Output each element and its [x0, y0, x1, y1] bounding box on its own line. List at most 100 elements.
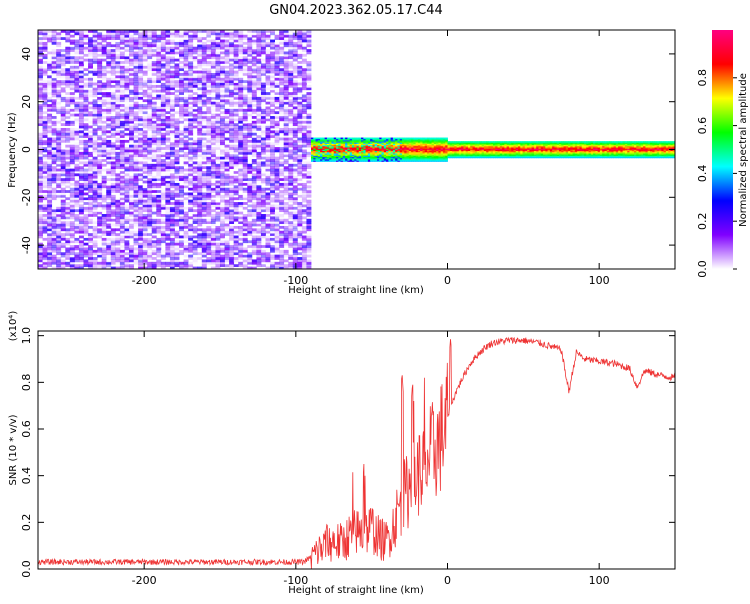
heatmap-cell — [165, 144, 171, 148]
heatmap-cell — [51, 56, 57, 60]
heatmap-cell — [270, 266, 275, 269]
heatmap-cell — [317, 153, 321, 155]
heatmap-cell — [160, 233, 166, 236]
heatmap-cell — [56, 211, 62, 215]
heatmap-cell — [247, 197, 253, 201]
heatmap-cell — [42, 185, 48, 189]
heatmap-cell — [238, 30, 244, 33]
heatmap-cell — [69, 80, 75, 83]
heatmap-cell — [265, 49, 271, 52]
heatmap-cell — [83, 197, 89, 201]
heatmap-cell — [78, 206, 84, 210]
heatmap-cell — [119, 51, 125, 55]
heatmap-cell — [129, 125, 134, 129]
heatmap-cell — [129, 202, 134, 205]
heatmap-cell — [265, 41, 271, 45]
heatmap-cell — [179, 221, 184, 224]
heatmap-cell — [247, 44, 253, 48]
heatmap-cell — [206, 111, 212, 115]
heatmap-cell — [210, 166, 216, 170]
heatmap-cell — [69, 264, 75, 268]
heatmap-cell — [42, 225, 48, 229]
heatmap-cell — [56, 56, 62, 60]
heatmap-cell — [169, 175, 175, 179]
heatmap-cell — [156, 58, 162, 62]
heatmap-cell — [42, 257, 48, 260]
heatmap-cell — [274, 166, 280, 170]
heatmap-cell — [83, 37, 89, 40]
heatmap-cell — [192, 101, 198, 105]
heatmap-cell — [233, 101, 239, 105]
heatmap-cell — [206, 39, 212, 43]
heatmap-cell — [279, 214, 285, 217]
heatmap-cell — [101, 264, 107, 268]
heatmap-cell — [301, 49, 307, 52]
heatmap-cell — [210, 118, 216, 122]
heatmap-cell — [179, 77, 184, 81]
heatmap-cell — [124, 56, 130, 60]
heatmap-cell — [151, 221, 157, 224]
heatmap-cell — [165, 182, 171, 186]
heatmap-cell — [174, 187, 180, 191]
heatmap-cell — [60, 225, 66, 229]
heatmap-cell — [201, 252, 207, 256]
heatmap-cell — [97, 163, 103, 167]
heatmap-cell — [115, 175, 121, 179]
heatmap-cell — [160, 182, 166, 186]
heatmap-cell — [169, 168, 175, 172]
heatmap-cell — [279, 99, 285, 103]
heatmap-cell — [265, 254, 271, 258]
heatmap-cell — [142, 56, 148, 60]
heatmap-cell — [110, 84, 116, 88]
heatmap-cell — [101, 68, 107, 72]
heatmap-cell — [151, 235, 157, 239]
heatmap-cell — [179, 216, 184, 220]
heatmap-cell — [119, 204, 125, 208]
heatmap-cell — [38, 233, 43, 236]
heatmap-cell — [229, 161, 235, 165]
heatmap-cell — [115, 89, 121, 93]
heatmap-cell — [74, 32, 80, 36]
heatmap-cell — [160, 166, 166, 170]
heatmap-cell — [156, 240, 162, 244]
heatmap-cell — [279, 209, 285, 213]
heatmap-cell — [179, 63, 184, 67]
heatmap-cell — [142, 161, 148, 165]
heatmap-cell — [124, 32, 130, 36]
heatmap-cell — [88, 168, 93, 172]
heatmap-cell — [60, 178, 66, 181]
heatmap-cell — [270, 230, 275, 234]
heatmap-cell — [238, 118, 244, 122]
heatmap-cell — [270, 261, 275, 265]
heatmap-cell — [238, 94, 244, 98]
heatmap-cell — [38, 175, 43, 179]
heatmap-cell — [242, 237, 248, 241]
heatmap-cell — [165, 180, 171, 184]
heatmap-cell — [142, 82, 148, 86]
heatmap-cell — [65, 53, 71, 57]
heatmap-cell — [233, 161, 239, 165]
heatmap-cell — [238, 84, 244, 88]
heatmap-cell — [115, 173, 121, 177]
heatmap-cell — [165, 175, 171, 179]
heatmap-cell — [51, 77, 57, 81]
heatmap-cell — [306, 77, 312, 81]
heatmap-cell — [274, 106, 280, 110]
heatmap-cell — [260, 30, 266, 33]
heatmap-cell — [124, 89, 130, 93]
heatmap-cell — [265, 123, 271, 126]
heatmap-cell — [151, 34, 157, 38]
heatmap-cell — [124, 235, 130, 239]
heatmap-cell — [233, 247, 239, 251]
heatmap-cell — [215, 30, 221, 33]
heatmap-cell — [220, 221, 225, 224]
heatmap-cell — [119, 41, 125, 45]
heatmap-cell — [292, 137, 298, 141]
heatmap-cell — [279, 70, 285, 74]
heatmap-cell — [124, 39, 130, 43]
heatmap-cell — [124, 247, 130, 251]
heatmap-cell — [238, 171, 244, 174]
heatmap-cell — [156, 73, 162, 76]
heatmap-cell — [97, 39, 103, 43]
heatmap-cell — [297, 187, 303, 191]
